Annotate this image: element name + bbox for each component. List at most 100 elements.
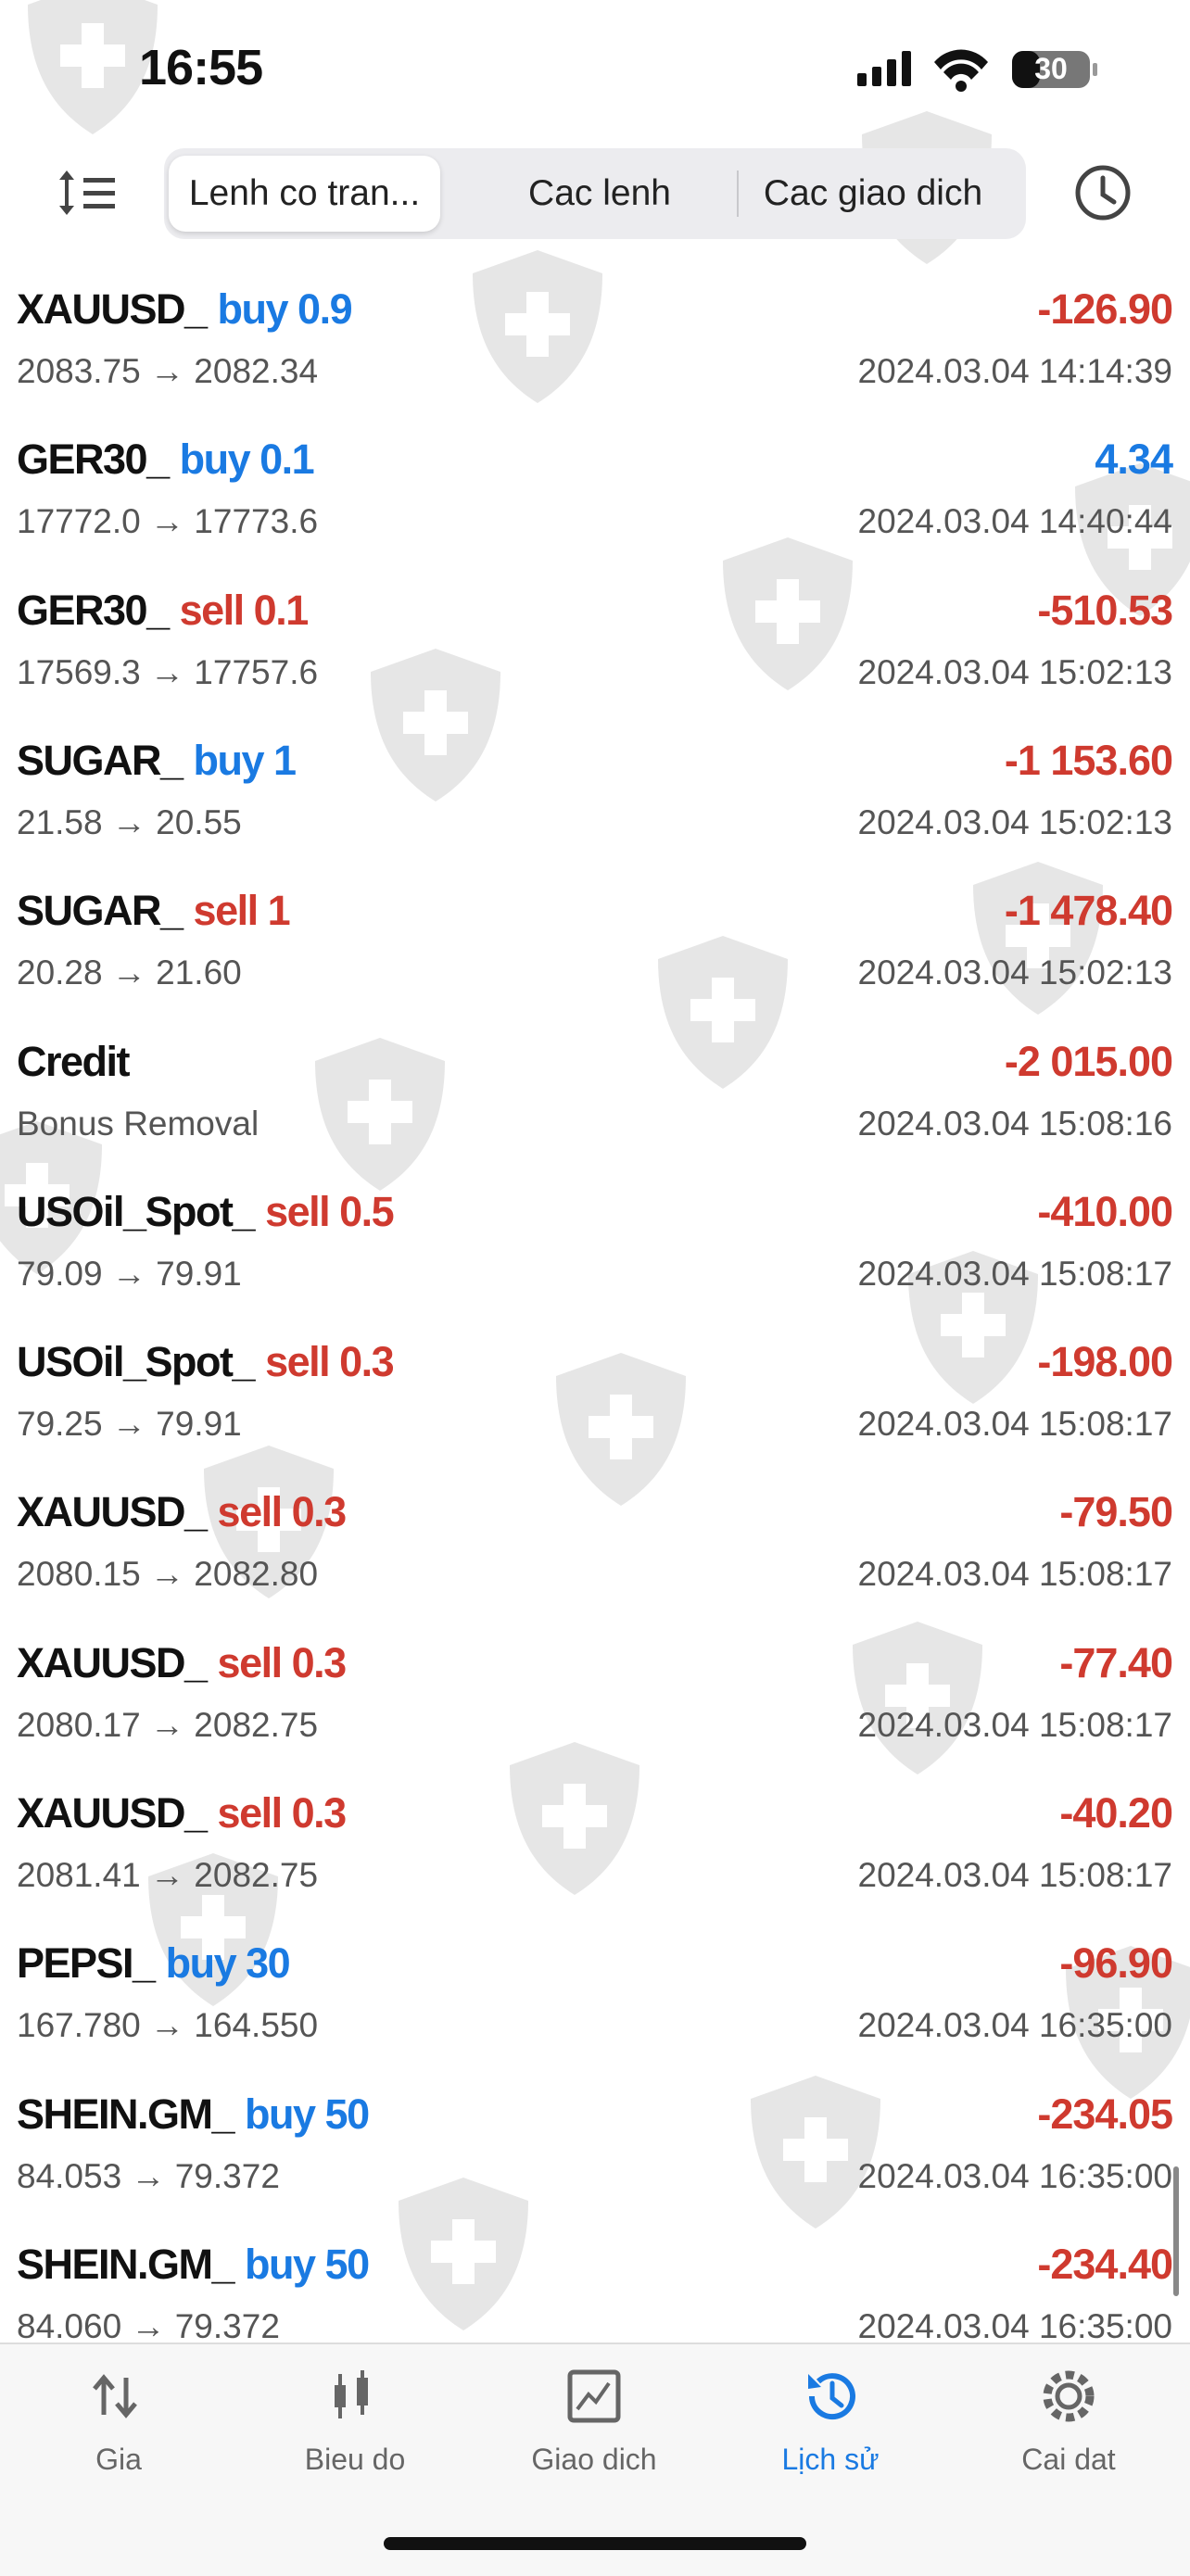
symbol-line: GER30_ sell 0.1 xyxy=(17,586,309,635)
price-detail: 84.060 → 79.372 xyxy=(17,2306,280,2345)
price-detail: 17772.0 → 17773.6 xyxy=(17,502,319,541)
deal-time: 2024.03.04 14:40:44 xyxy=(857,502,1173,541)
symbol: SUGAR_ xyxy=(17,887,184,935)
profit: -1 153.60 xyxy=(1004,736,1173,784)
side: buy 50 xyxy=(245,2090,370,2138)
deal-time: 2024.03.04 15:08:16 xyxy=(857,1104,1173,1143)
deal-row[interactable]: Credit Bonus Removal -2 015.00 2024.03.04 1… xyxy=(0,1030,1190,1181)
symbol-line: GER30_ buy 0.1 xyxy=(17,436,315,484)
symbol: XAUUSD_ xyxy=(17,1488,208,1536)
scroll-indicator xyxy=(1173,2166,1179,2296)
deal-time: 2024.03.04 15:02:13 xyxy=(857,953,1173,992)
deal-time: 2024.03.04 14:14:39 xyxy=(857,352,1173,390)
profit: -1 478.40 xyxy=(1004,887,1173,935)
symbol-line: PEPSI_ buy 30 xyxy=(17,1939,291,1988)
deal-row[interactable]: SHEIN.GM_ buy 50 84.060 → 79.372 -234.40 202… xyxy=(0,2233,1190,2383)
tab[interactable]: Lenh co tran... xyxy=(169,156,440,232)
symbol-line: XAUUSD_ sell 0.3 xyxy=(17,1789,348,1837)
deal-row[interactable]: SUGAR_ buy 1 21.58 → 20.55 -1 153.60 2024.03… xyxy=(0,729,1190,879)
status-time: 16:55 xyxy=(139,40,263,95)
side: sell 0.3 xyxy=(217,1488,348,1536)
deal-time: 2024.03.04 16:35:00 xyxy=(857,2306,1173,2345)
symbol-line: XAUUSD_ buy 0.9 xyxy=(17,285,353,334)
deal-row[interactable]: SUGAR_ sell 1 20.28 → 21.60 -1 478.40 2024.0… xyxy=(0,879,1190,1029)
nav-label[interactable]: Cai dat xyxy=(1021,2443,1116,2476)
symbol: Credit xyxy=(17,1037,131,1085)
profit: 4.34 xyxy=(1095,436,1173,484)
nav-label[interactable]: Gia xyxy=(95,2443,142,2476)
price-detail: Bonus Removal xyxy=(17,1104,260,1143)
symbol: SHEIN.GM_ xyxy=(17,2090,235,2138)
profit: -79.50 xyxy=(1059,1488,1173,1536)
side: buy 50 xyxy=(245,2240,370,2288)
profit: -2 015.00 xyxy=(1004,1037,1173,1085)
symbol: GER30_ xyxy=(17,586,170,634)
price-detail: 2080.17 → 2082.75 xyxy=(17,1705,319,1744)
deal-row[interactable]: XAUUSD_ buy 0.9 2083.75 → 2082.34 -126.90 20… xyxy=(0,278,1190,428)
nav-icon[interactable] xyxy=(91,2368,146,2424)
side: sell 1 xyxy=(193,887,291,935)
deal-row[interactable]: SHEIN.GM_ buy 50 84.053 → 79.372 -234.05 202… xyxy=(0,2083,1190,2233)
sort-button[interactable] xyxy=(57,165,122,221)
nav-icon[interactable] xyxy=(327,2368,383,2424)
nav-icon[interactable] xyxy=(566,2368,622,2424)
deal-row[interactable]: USOil_Spot_ sell 0.3 79.25 → 79.91 -198.00 2… xyxy=(0,1331,1190,1481)
price-detail: 79.09 → 79.91 xyxy=(17,1254,242,1293)
price-detail: 2080.15 → 2082.80 xyxy=(17,1555,319,1594)
symbol-line: USOil_Spot_ sell 0.3 xyxy=(17,1338,395,1386)
deal-row[interactable]: GER30_ buy 0.1 17772.0 → 17773.6 4.34 2024.0… xyxy=(0,428,1190,578)
price-detail: 84.053 → 79.372 xyxy=(17,2156,280,2195)
deal-row[interactable]: XAUUSD_ sell 0.3 2080.17 → 2082.75 -77.40 20… xyxy=(0,1632,1190,1782)
deal-row[interactable]: USOil_Spot_ sell 0.5 79.09 → 79.91 -410.00 2… xyxy=(0,1181,1190,1331)
symbol: XAUUSD_ xyxy=(17,1789,208,1837)
battery-level: 30 xyxy=(1034,52,1068,85)
price-detail: 2083.75 → 2082.34 xyxy=(17,352,319,390)
side: buy 30 xyxy=(165,1939,291,1988)
profit: -40.20 xyxy=(1059,1789,1173,1837)
deal-time: 2024.03.04 15:02:13 xyxy=(857,652,1173,691)
deal-row[interactable]: XAUUSD_ sell 0.3 2081.41 → 2082.75 -40.20 20… xyxy=(0,1782,1190,1932)
tab[interactable]: Cac giao dich xyxy=(763,173,983,213)
deal-time: 2024.03.04 15:08:17 xyxy=(857,1856,1173,1894)
side: sell 0.3 xyxy=(265,1338,395,1386)
nav-icon[interactable] xyxy=(1041,2368,1096,2424)
side: sell 0.5 xyxy=(265,1187,395,1235)
price-detail: 79.25 → 79.91 xyxy=(17,1405,242,1444)
symbol: USOil_Spot_ xyxy=(17,1187,256,1235)
symbol: GER30_ xyxy=(17,436,170,484)
deal-row[interactable]: XAUUSD_ sell 0.3 2080.15 → 2082.80 -79.50 20… xyxy=(0,1481,1190,1631)
deal-time: 2024.03.04 15:02:13 xyxy=(857,802,1173,841)
symbol-line: USOil_Spot_ sell 0.5 xyxy=(17,1187,395,1236)
nav-icon[interactable] xyxy=(803,2368,858,2424)
nav-label[interactable]: Bieu do xyxy=(304,2443,406,2476)
deal-time: 2024.03.04 15:08:17 xyxy=(857,1254,1173,1293)
home-indicator xyxy=(384,2537,806,2550)
price-detail: 167.780 → 164.550 xyxy=(17,2006,319,2045)
symbol: USOil_Spot_ xyxy=(17,1338,256,1386)
deal-time: 2024.03.04 15:08:17 xyxy=(857,1705,1173,1744)
profit: -126.90 xyxy=(1037,285,1173,333)
deal-time: 2024.03.04 15:08:17 xyxy=(857,1405,1173,1444)
profit: -77.40 xyxy=(1059,1638,1173,1686)
deal-time: 2024.03.04 16:35:00 xyxy=(857,2006,1173,2045)
deal-row[interactable]: PEPSI_ buy 30 167.780 → 164.550 -96.90 2024.… xyxy=(0,1932,1190,2082)
history-filter-button[interactable] xyxy=(1073,163,1133,222)
watermarks xyxy=(0,0,1190,2330)
symbol: XAUUSD_ xyxy=(17,1638,208,1686)
tab-control: Lenh co tran... Cac lenh Cac giao dich xyxy=(164,148,1026,239)
deal-row[interactable]: GER30_ sell 0.1 17569.3 → 17757.6 -510.53 20… xyxy=(0,579,1190,729)
profit: -234.40 xyxy=(1037,2240,1173,2288)
nav-label[interactable]: Lịch sử xyxy=(781,2443,880,2476)
nav-label[interactable]: Giao dich xyxy=(531,2443,657,2476)
symbol: SUGAR_ xyxy=(17,736,184,784)
profit: -410.00 xyxy=(1037,1187,1173,1235)
side: buy 1 xyxy=(193,736,298,784)
deal-time: 2024.03.04 16:35:00 xyxy=(857,2156,1173,2195)
tab[interactable]: Cac lenh xyxy=(528,173,671,213)
profit: -198.00 xyxy=(1037,1338,1173,1386)
side: buy 0.9 xyxy=(217,285,353,333)
side: buy 0.1 xyxy=(179,436,315,484)
profit: -96.90 xyxy=(1059,1939,1173,1988)
side: sell 0.3 xyxy=(217,1789,348,1837)
